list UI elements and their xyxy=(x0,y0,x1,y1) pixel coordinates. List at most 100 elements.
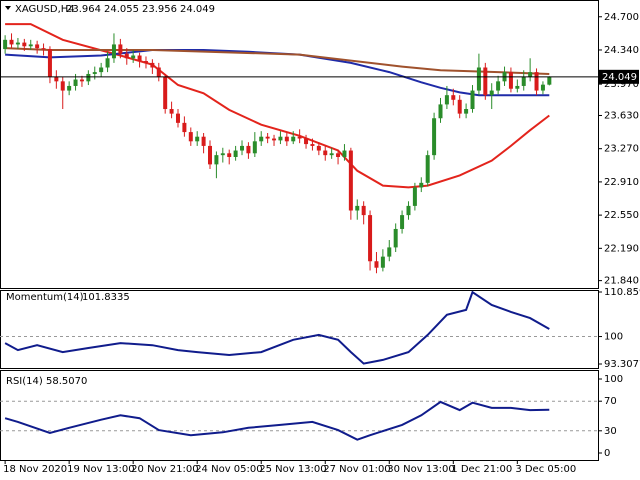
close-value: 24.049 xyxy=(180,4,215,15)
candle-body xyxy=(483,67,488,96)
candle-body xyxy=(15,42,20,45)
x-tick-label: 1 Dec 21:00 xyxy=(451,464,512,475)
candle-body xyxy=(361,205,366,216)
candle-body xyxy=(470,90,475,110)
candle-body xyxy=(310,144,315,146)
candle-body xyxy=(304,138,309,145)
open-value: 23.964 xyxy=(66,4,101,15)
candle-body xyxy=(208,145,213,165)
candle-body xyxy=(412,187,417,206)
candle-body xyxy=(9,39,14,45)
candle-body xyxy=(92,72,97,74)
candle-body xyxy=(432,118,437,156)
candle-body xyxy=(182,122,187,133)
candle-body xyxy=(188,132,193,142)
candle-body xyxy=(169,109,174,114)
candle-body xyxy=(131,55,136,59)
candle-body xyxy=(259,136,264,142)
x-tick-label: 24 Nov 05:00 xyxy=(195,464,262,475)
candle-body xyxy=(252,141,257,154)
candle-body xyxy=(425,155,430,183)
candle-body xyxy=(54,76,59,82)
candle-body xyxy=(124,53,129,59)
rsi-title: RSI(14) xyxy=(6,376,43,387)
candle-body xyxy=(368,215,373,262)
candle-body xyxy=(28,44,33,47)
y-tick-label: 100 xyxy=(604,332,623,343)
candle-body xyxy=(137,55,142,62)
indicator-line xyxy=(4,290,550,365)
y-tick-label: 110.8597 xyxy=(604,287,640,298)
candle-body xyxy=(547,76,552,85)
candle-body xyxy=(272,138,277,141)
momentum-title: Momentum(14) xyxy=(6,292,84,303)
candle-body xyxy=(79,79,84,82)
candle-body xyxy=(99,67,104,73)
menu-triangle xyxy=(5,6,11,10)
candle-body xyxy=(233,150,238,157)
candle-body xyxy=(438,104,443,119)
candle-body xyxy=(22,42,27,47)
candle-body xyxy=(515,85,520,89)
candle-body xyxy=(47,49,52,77)
candle-body xyxy=(400,215,405,229)
y-tick-label: 22.190 xyxy=(604,243,639,254)
candle-body xyxy=(195,136,200,142)
current-price-box xyxy=(599,69,639,84)
candle-body xyxy=(464,109,469,114)
momentum-value: 101.8335 xyxy=(82,292,130,303)
y-tick-label: 24.340 xyxy=(604,45,639,56)
candle-body xyxy=(457,99,462,114)
y-tick-label: 0 xyxy=(604,448,610,459)
x-tick-label: 3 Dec 05:00 xyxy=(515,464,576,475)
indicator-line xyxy=(4,400,550,441)
y-tick-label: 100 xyxy=(604,374,623,385)
candle-body xyxy=(118,44,123,54)
candle-body xyxy=(67,85,72,91)
candle-body xyxy=(451,95,456,100)
momentum-panel xyxy=(0,290,599,369)
y-tick-label: 24.700 xyxy=(604,12,639,23)
y-tick-label: 22.910 xyxy=(604,177,639,188)
candle-body xyxy=(316,145,321,151)
candle-body xyxy=(355,205,360,211)
low-value: 23.956 xyxy=(142,4,177,15)
candle-body xyxy=(227,153,232,157)
y-tick-label: 23.970 xyxy=(604,79,639,90)
candle-body xyxy=(329,153,334,156)
candle-body xyxy=(508,72,513,89)
candle-body xyxy=(201,136,206,146)
x-tick-label: 30 Nov 13:00 xyxy=(387,464,454,475)
y-tick-label: 22.550 xyxy=(604,210,639,221)
candle-body xyxy=(278,136,283,141)
x-tick-label: 20 Nov 21:00 xyxy=(131,464,198,475)
candle-body xyxy=(393,228,398,248)
candle-body xyxy=(175,113,180,123)
candle-body xyxy=(444,95,449,105)
moving-average xyxy=(5,47,550,75)
candle-body xyxy=(163,76,168,110)
y-tick-label: 23.630 xyxy=(604,110,639,121)
y-tick-label: 21.840 xyxy=(604,276,639,287)
candle-body xyxy=(348,150,353,211)
candle-body xyxy=(342,150,347,157)
x-tick-label: 18 Nov 2020 xyxy=(3,464,67,475)
candle-body xyxy=(374,261,379,268)
candle-body xyxy=(528,72,533,77)
high-value: 24.055 xyxy=(104,4,139,15)
x-tick-label: 25 Nov 13:00 xyxy=(259,464,326,475)
candle-body xyxy=(419,182,424,188)
candle-body xyxy=(60,81,65,91)
candle-body xyxy=(246,145,251,154)
symbol-title: XAGUSD,H4 xyxy=(15,4,75,15)
candle-body xyxy=(406,205,411,216)
y-tick-label: 23.270 xyxy=(604,144,639,155)
candle-body xyxy=(387,247,392,257)
candle-body xyxy=(73,79,78,86)
candle-body xyxy=(540,84,545,91)
candle-body xyxy=(297,136,302,139)
candle-body xyxy=(220,153,225,156)
y-tick-label: 93.3077 xyxy=(604,359,640,370)
current-price-label: 24.049 xyxy=(602,72,637,83)
